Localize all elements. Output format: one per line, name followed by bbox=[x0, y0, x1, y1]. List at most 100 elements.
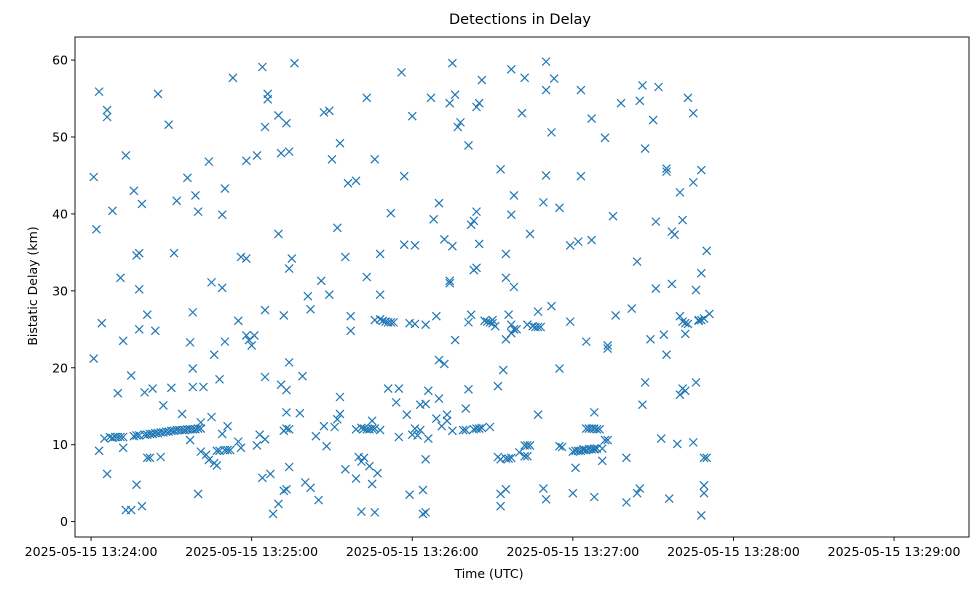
data-point-marker bbox=[418, 509, 428, 519]
data-point-marker bbox=[474, 424, 484, 433]
data-point-marker bbox=[514, 447, 524, 457]
data-point-marker bbox=[688, 437, 698, 447]
data-point-marker bbox=[410, 319, 420, 329]
data-point-marker bbox=[126, 371, 136, 380]
data-point-marker bbox=[445, 98, 455, 108]
x-tick-label: 2025-05-15 13:25:00 bbox=[185, 544, 318, 559]
data-point-marker bbox=[699, 453, 709, 463]
data-point-marker bbox=[603, 435, 613, 445]
data-point-marker bbox=[413, 431, 423, 440]
data-point-marker bbox=[555, 441, 564, 451]
data-point-marker bbox=[453, 122, 463, 132]
data-point-marker bbox=[193, 207, 203, 217]
data-point-marker bbox=[536, 322, 546, 332]
data-point-marker bbox=[573, 237, 583, 247]
data-point-marker bbox=[648, 115, 658, 125]
data-point-marker bbox=[193, 489, 203, 499]
data-point-marker bbox=[252, 151, 262, 160]
data-point-marker bbox=[137, 501, 147, 511]
data-point-marker bbox=[696, 165, 706, 175]
data-point-marker bbox=[680, 329, 690, 339]
data-point-marker bbox=[509, 324, 519, 334]
y-tick-label: 60 bbox=[52, 53, 68, 68]
data-point-marker bbox=[156, 452, 166, 462]
data-point-marker bbox=[632, 488, 642, 498]
data-point-marker bbox=[351, 176, 361, 186]
data-point-marker bbox=[327, 154, 337, 164]
data-point-marker bbox=[284, 147, 294, 157]
data-point-marker bbox=[284, 424, 294, 434]
data-point-marker bbox=[702, 453, 712, 463]
data-point-marker bbox=[533, 410, 543, 420]
y-tick-label: 0 bbox=[60, 514, 68, 529]
data-point-marker bbox=[595, 424, 605, 434]
data-point-marker bbox=[223, 421, 232, 431]
data-point-marker bbox=[635, 96, 645, 106]
data-point-marker bbox=[498, 365, 508, 375]
data-point-marker bbox=[252, 441, 262, 450]
data-point-marker bbox=[439, 234, 449, 244]
data-point-marker bbox=[504, 310, 514, 320]
data-point-marker bbox=[389, 317, 398, 327]
data-point-marker bbox=[646, 334, 655, 344]
data-point-marker bbox=[306, 304, 315, 314]
data-point-marker bbox=[228, 73, 238, 83]
data-point-marker bbox=[678, 317, 688, 327]
data-point-marker bbox=[600, 435, 610, 445]
data-point-marker bbox=[375, 290, 385, 300]
data-point-marker bbox=[148, 384, 158, 393]
data-point-marker bbox=[397, 67, 406, 77]
data-point-marker bbox=[158, 401, 168, 410]
data-point-marker bbox=[282, 407, 291, 417]
data-point-marker bbox=[132, 431, 141, 440]
data-point-marker bbox=[126, 505, 136, 515]
data-point-marker bbox=[568, 488, 578, 498]
data-point-marker bbox=[134, 324, 144, 334]
data-point-marker bbox=[391, 397, 401, 407]
data-point-marker bbox=[638, 81, 647, 90]
data-point-marker bbox=[541, 171, 551, 180]
data-point-marker bbox=[445, 278, 455, 288]
data-point-marker bbox=[571, 463, 580, 473]
data-point-marker bbox=[169, 248, 179, 258]
data-point-marker bbox=[362, 272, 372, 282]
data-point-marker bbox=[335, 409, 345, 419]
data-point-marker bbox=[662, 164, 671, 173]
data-point-marker bbox=[212, 446, 222, 456]
data-point-marker bbox=[541, 85, 551, 95]
data-point-marker bbox=[410, 424, 420, 433]
data-point-marker bbox=[196, 417, 206, 427]
data-point-marker bbox=[134, 284, 144, 294]
data-point-marker bbox=[311, 431, 321, 441]
data-point-marker bbox=[263, 94, 273, 104]
data-point-marker bbox=[592, 424, 602, 434]
data-point-marker bbox=[373, 468, 382, 478]
data-point-marker bbox=[587, 114, 597, 123]
data-point-marker bbox=[565, 317, 575, 327]
data-point-marker bbox=[547, 301, 556, 311]
data-point-marker bbox=[365, 461, 374, 471]
data-point-marker bbox=[233, 437, 243, 447]
data-point-marker bbox=[220, 184, 230, 193]
data-point-marker bbox=[533, 307, 543, 317]
data-point-marker bbox=[204, 455, 214, 465]
data-point-marker bbox=[439, 359, 449, 369]
data-point-marker bbox=[236, 252, 246, 262]
data-point-marker bbox=[555, 364, 564, 373]
data-point-marker bbox=[496, 164, 506, 174]
data-point-marker bbox=[659, 330, 669, 340]
data-point-marker bbox=[533, 322, 543, 332]
data-point-marker bbox=[450, 90, 460, 100]
data-point-marker bbox=[399, 171, 409, 181]
data-point-marker bbox=[282, 424, 291, 433]
data-point-marker bbox=[688, 177, 698, 187]
data-point-marker bbox=[678, 215, 688, 225]
data-point-marker bbox=[683, 93, 693, 103]
data-point-marker bbox=[223, 445, 232, 455]
data-point-marker bbox=[89, 172, 99, 182]
data-point-marker bbox=[217, 429, 227, 439]
data-point-marker bbox=[506, 453, 516, 463]
data-point-marker bbox=[509, 282, 519, 292]
data-point-marker bbox=[220, 337, 230, 347]
data-point-marker bbox=[142, 453, 152, 463]
